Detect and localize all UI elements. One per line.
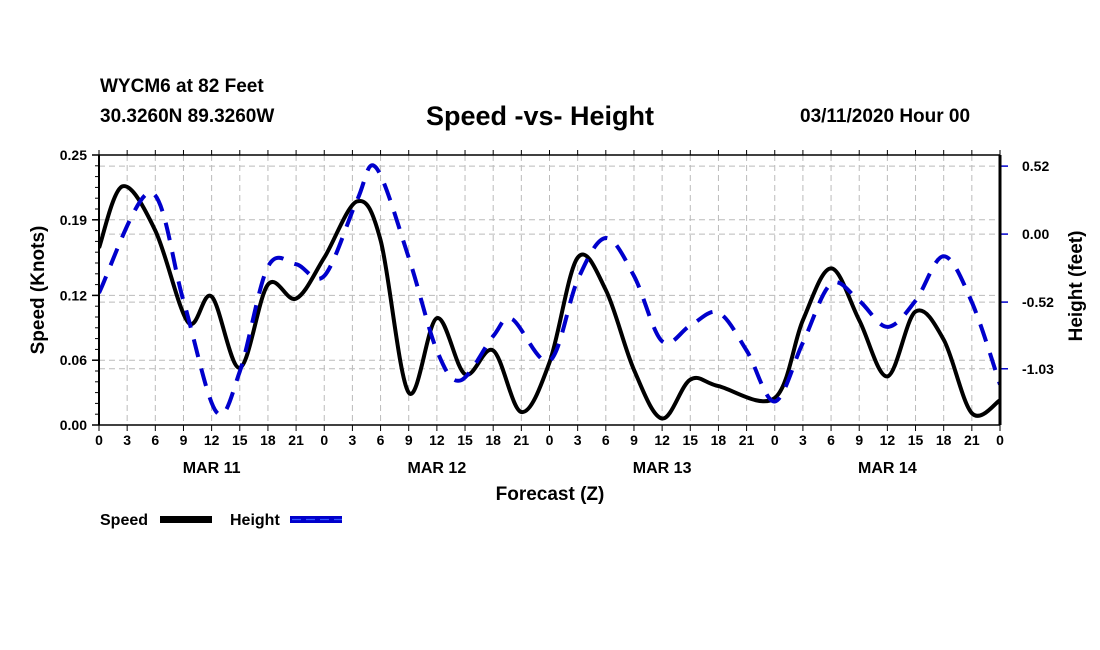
legend-speed-label: Speed (100, 512, 148, 529)
legend-speed-swatch (160, 516, 212, 523)
series-layer (99, 163, 1000, 421)
x-tick-label: 21 (288, 432, 304, 448)
y-axis-title: Speed (Knots) (28, 226, 49, 355)
x-tick-label: 21 (514, 432, 530, 448)
x-tick-label: 15 (457, 432, 473, 448)
y2-tick-label: 0.00 (1022, 226, 1049, 242)
date-label: MAR 11 (183, 460, 241, 477)
x-tick-label: 0 (546, 432, 554, 448)
x-tick-label: 21 (964, 432, 980, 448)
x-tick-label: 0 (996, 432, 1004, 448)
series-line-height (99, 163, 1000, 417)
axes (92, 150, 1008, 431)
x-tick-label: 12 (204, 432, 220, 448)
x-tick-label: 9 (180, 432, 188, 448)
x-tick-label: 9 (630, 432, 638, 448)
y2-tick-label: -0.52 (1022, 294, 1054, 310)
legend: Speed Height (100, 512, 342, 529)
x-tick-label: 3 (123, 432, 131, 448)
y-tick-label: 0.19 (60, 212, 87, 228)
x-tick-label: 3 (349, 432, 357, 448)
x-tick-label: 9 (405, 432, 413, 448)
x-tick-label: 6 (827, 432, 835, 448)
legend-height-swatch (290, 516, 342, 523)
x-tick-label: 6 (377, 432, 385, 448)
y2-axis-title: Height (feet) (1066, 231, 1087, 342)
date-label: MAR 12 (408, 460, 467, 477)
chart-title: Speed -vs- Height (426, 101, 655, 131)
x-tick-label: 0 (320, 432, 328, 448)
x-tick-label: 18 (485, 432, 501, 448)
x-tick-label: 6 (602, 432, 610, 448)
legend-height-label: Height (230, 512, 280, 529)
axis-labels: 0 3 6 9 12 15 18 21 0 3 6 9 12 15 18 21 0 3 6 9 12 15 18 21 0 3 6 9… (60, 147, 1054, 477)
x-tick-label: 12 (880, 432, 896, 448)
date-label: MAR 13 (633, 460, 692, 477)
forecast-datetime: 03/11/2020 Hour 00 (800, 106, 971, 127)
x-tick-label: 3 (574, 432, 582, 448)
y-tick-label: 0.12 (60, 287, 87, 303)
y2-tick-label: -1.03 (1022, 361, 1054, 377)
x-tick-label: 0 (95, 432, 103, 448)
x-axis-title: Forecast (Z) (496, 484, 605, 505)
x-tick-label: 18 (260, 432, 276, 448)
station-label: WYCM6 at 82 Feet (100, 76, 264, 97)
x-tick-label: 0 (771, 432, 779, 448)
y2-tick-label: 0.52 (1022, 158, 1049, 174)
x-tick-label: 6 (151, 432, 159, 448)
x-tick-label: 21 (739, 432, 755, 448)
y-tick-label: 0.00 (60, 417, 87, 433)
x-tick-label: 3 (799, 432, 807, 448)
gridlines (99, 155, 1000, 425)
x-tick-label: 12 (654, 432, 670, 448)
coordinates-label: 30.3260N 89.3260W (100, 106, 275, 127)
y-tick-label: 0.25 (60, 147, 87, 163)
x-tick-label: 15 (232, 432, 248, 448)
x-tick-label: 12 (429, 432, 445, 448)
date-label: MAR 14 (858, 460, 917, 477)
x-tick-label: 18 (711, 432, 727, 448)
x-tick-label: 15 (908, 432, 924, 448)
x-tick-label: 9 (855, 432, 863, 448)
y-tick-label: 0.06 (60, 352, 87, 368)
x-tick-label: 15 (682, 432, 698, 448)
x-tick-label: 18 (936, 432, 952, 448)
